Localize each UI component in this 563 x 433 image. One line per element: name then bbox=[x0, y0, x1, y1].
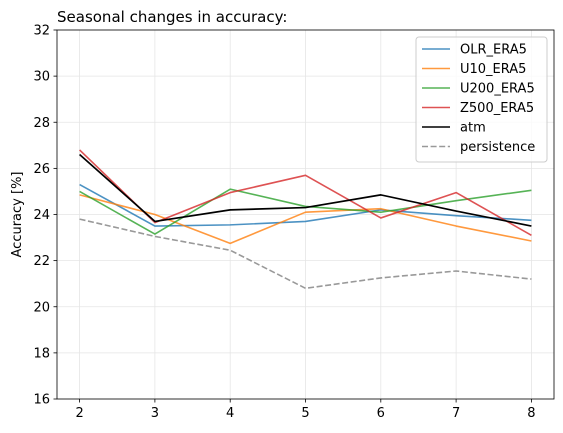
chart-title: Seasonal changes in accuracy: bbox=[57, 8, 287, 26]
x-tick-label: 4 bbox=[226, 406, 234, 421]
y-axis: 16 18 20 22 24 26 28 30 32 bbox=[33, 24, 57, 408]
series-line-olr-era5 bbox=[79, 183, 532, 227]
legend-label: Z500_ERA5 bbox=[460, 101, 534, 116]
legend-label: OLR_ERA5 bbox=[460, 43, 527, 58]
legend-label: persistence bbox=[460, 140, 535, 155]
legend-label: atm bbox=[460, 121, 486, 136]
x-tick-label: 2 bbox=[75, 406, 83, 421]
x-tick-label: 7 bbox=[452, 406, 460, 421]
legend-label: U200_ERA5 bbox=[460, 82, 535, 97]
series-line-persistence bbox=[79, 218, 532, 290]
x-tick-label: 3 bbox=[151, 406, 159, 421]
x-tick-label: 8 bbox=[527, 406, 535, 421]
series-line-atm bbox=[79, 153, 532, 227]
y-tick-label: 22 bbox=[33, 254, 50, 269]
y-tick-label: 18 bbox=[33, 346, 50, 361]
y-axis-label: Accuracy [%] bbox=[10, 172, 25, 258]
x-tick-label: 6 bbox=[377, 406, 385, 421]
y-tick-label: 16 bbox=[33, 393, 50, 408]
y-tick-label: 24 bbox=[33, 208, 50, 223]
y-tick-label: 28 bbox=[33, 116, 50, 131]
y-tick-label: 30 bbox=[33, 70, 50, 85]
y-tick-label: 26 bbox=[33, 162, 50, 177]
series-line-u200-era5 bbox=[79, 188, 532, 235]
x-axis: 2 3 4 5 6 7 8 bbox=[75, 399, 536, 421]
x-tick-label: 5 bbox=[301, 406, 309, 421]
y-tick-label: 32 bbox=[33, 24, 50, 39]
series-lines bbox=[79, 149, 532, 290]
legend-label: U10_ERA5 bbox=[460, 62, 526, 77]
series-line-z500-era5 bbox=[79, 149, 532, 236]
y-tick-label: 20 bbox=[33, 300, 50, 315]
series-line-u10-era5 bbox=[79, 194, 532, 245]
